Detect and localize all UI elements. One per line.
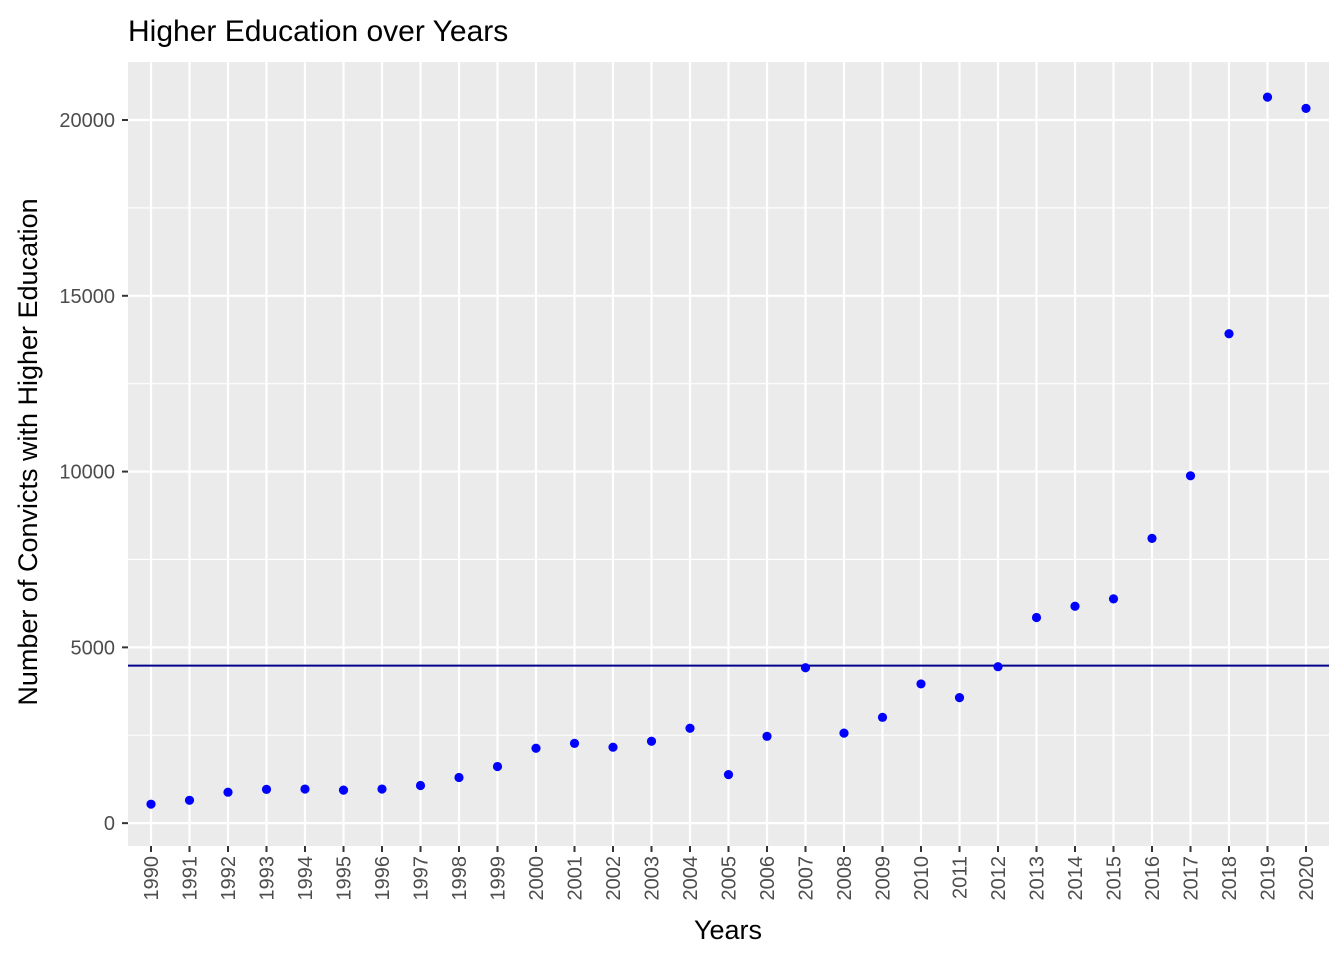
data-point bbox=[1185, 471, 1196, 481]
x-tick-label: 2002 bbox=[603, 856, 625, 901]
x-tick-label: 1998 bbox=[449, 856, 471, 901]
x-tick-label: 2008 bbox=[834, 856, 856, 901]
data-point bbox=[492, 761, 503, 772]
data-point bbox=[1108, 594, 1119, 604]
data-point bbox=[377, 784, 387, 794]
data-point bbox=[993, 662, 1003, 672]
x-tick-label: 1995 bbox=[334, 856, 356, 901]
x-tick-label: 1997 bbox=[411, 856, 433, 901]
data-point bbox=[146, 799, 156, 809]
data-point bbox=[916, 679, 926, 689]
y-tick-label: 15000 bbox=[59, 286, 115, 308]
x-tick-label: 2017 bbox=[1181, 856, 1203, 901]
x-tick-label: 2019 bbox=[1258, 856, 1280, 901]
x-tick-label: 2005 bbox=[719, 856, 741, 901]
data-point bbox=[954, 693, 965, 703]
x-axis-tick-labels: 1990 1991 1992 1993 1994 1995 1996 1997 1998 1999… bbox=[141, 856, 1318, 901]
x-axis-title: Years bbox=[694, 915, 762, 945]
chart-title: Higher Education over Years bbox=[128, 15, 508, 48]
x-tick-label: 1990 bbox=[141, 856, 163, 901]
data-point bbox=[300, 784, 310, 794]
x-tick-label: 2020 bbox=[1296, 856, 1318, 901]
x-tick-label: 2003 bbox=[642, 856, 664, 901]
x-tick-label: 2009 bbox=[873, 856, 895, 901]
data-point bbox=[1262, 92, 1273, 102]
data-point bbox=[800, 663, 811, 673]
x-tick-label: 1994 bbox=[295, 856, 317, 901]
data-point bbox=[531, 743, 541, 753]
y-tick-label: 0 bbox=[104, 813, 115, 835]
x-tick-label: 1992 bbox=[218, 856, 240, 901]
x-tick-label: 2010 bbox=[911, 856, 933, 901]
x-tick-label: 1991 bbox=[180, 856, 202, 901]
data-point bbox=[608, 742, 618, 752]
x-tick-label: 2018 bbox=[1219, 856, 1241, 901]
data-point bbox=[762, 731, 772, 741]
y-tick-label: 5000 bbox=[71, 637, 116, 659]
data-point bbox=[1224, 329, 1234, 339]
x-tick-label: 2001 bbox=[565, 856, 587, 901]
x-tick-label: 2004 bbox=[680, 856, 702, 901]
data-point bbox=[646, 736, 657, 746]
data-point bbox=[184, 795, 195, 805]
x-tick-label: 1996 bbox=[372, 856, 394, 901]
data-points bbox=[146, 92, 1311, 809]
axis-ticks bbox=[122, 119, 1307, 852]
data-point bbox=[415, 780, 426, 791]
y-tick-label: 10000 bbox=[59, 462, 115, 484]
data-point bbox=[1031, 612, 1042, 623]
x-tick-label: 1999 bbox=[488, 856, 510, 901]
data-point bbox=[569, 738, 580, 748]
y-tick-label: 20000 bbox=[59, 110, 115, 132]
x-tick-label: 2016 bbox=[1142, 856, 1164, 901]
data-point bbox=[261, 784, 272, 794]
x-tick-label: 2012 bbox=[988, 856, 1010, 901]
y-axis-tick-labels: 0 5000 10000 15000 20000 bbox=[59, 110, 115, 835]
x-tick-label: 2014 bbox=[1065, 856, 1087, 901]
x-tick-label: 2015 bbox=[1104, 856, 1126, 901]
x-tick-label: 2007 bbox=[796, 856, 818, 901]
data-point bbox=[839, 728, 849, 738]
data-point bbox=[1301, 103, 1311, 114]
x-tick-label: 1993 bbox=[257, 856, 279, 901]
x-tick-label: 2000 bbox=[526, 856, 548, 901]
data-point bbox=[1147, 533, 1157, 543]
data-point bbox=[223, 787, 233, 797]
major-gridlines bbox=[128, 62, 1329, 846]
data-point bbox=[877, 712, 888, 722]
x-tick-label: 2006 bbox=[757, 856, 779, 901]
x-tick-label: 2011 bbox=[950, 856, 972, 899]
data-point bbox=[685, 723, 695, 733]
data-point bbox=[723, 770, 734, 780]
data-point bbox=[1070, 601, 1080, 611]
data-point bbox=[338, 785, 349, 795]
data-point bbox=[454, 772, 464, 783]
y-axis-title: Number of Convicts with Higher Education bbox=[13, 198, 43, 705]
x-tick-label: 2013 bbox=[1027, 856, 1049, 901]
